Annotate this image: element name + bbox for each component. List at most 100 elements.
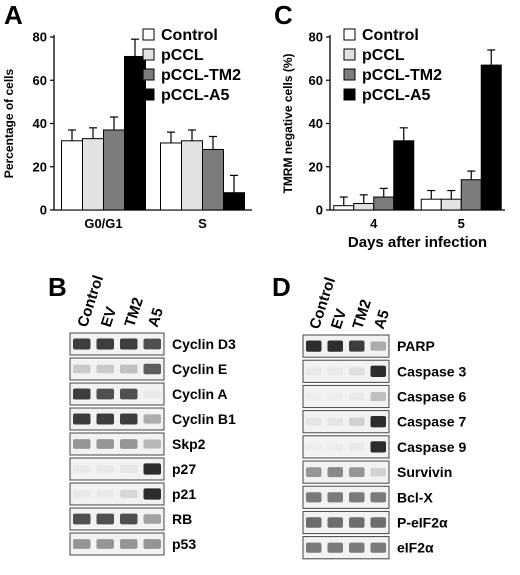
- blot-label: Caspase 6: [397, 389, 466, 405]
- blot-strip: [69, 357, 165, 381]
- legend-swatch: [343, 48, 356, 61]
- legend-swatch: [343, 28, 356, 41]
- blot-band: [327, 367, 343, 376]
- blot-band: [370, 441, 386, 453]
- blot-band: [327, 517, 343, 528]
- blot-band: [120, 513, 138, 525]
- blot-band: [143, 488, 161, 500]
- blot-strip: [302, 410, 390, 434]
- blot-band: [370, 392, 386, 401]
- y-tick-label: 80: [309, 30, 323, 45]
- blot-band: [73, 539, 91, 549]
- bar: [202, 148, 224, 211]
- blot-strip: [69, 482, 165, 506]
- blot-band: [306, 367, 322, 376]
- bar: [160, 142, 182, 211]
- legend-label: Control: [161, 27, 218, 44]
- blot-band: [143, 363, 161, 375]
- bar: [353, 203, 375, 211]
- blot-band: [120, 465, 138, 473]
- blot-strip: [69, 332, 165, 356]
- legend-swatch: [142, 88, 155, 101]
- panel-letter-b: B: [48, 272, 67, 302]
- y-axis-title: TMRM negative cells (%): [281, 53, 295, 193]
- blot-band: [349, 367, 365, 376]
- blot-band: [120, 388, 138, 400]
- blot-band: [96, 539, 114, 549]
- blot-band: [120, 338, 138, 350]
- y-tick-label: 20: [33, 159, 47, 174]
- blot-band: [349, 492, 365, 503]
- blot-band: [120, 539, 138, 549]
- blot-band: [306, 443, 322, 451]
- blot-label: Caspase 9: [397, 439, 466, 455]
- blot-band: [120, 413, 138, 425]
- blot-label: Caspase 3: [397, 363, 466, 379]
- x-tick-label: S: [198, 216, 207, 231]
- bar: [480, 64, 502, 211]
- blot-label: p27: [172, 461, 196, 477]
- blot-band: [370, 416, 386, 428]
- blot-band: [96, 465, 114, 473]
- blot-band: [306, 417, 322, 426]
- blot-label: eIF2α: [397, 540, 434, 556]
- blot-label: p21: [172, 486, 196, 502]
- blot-band: [96, 388, 114, 400]
- blot-strip: [302, 536, 390, 560]
- blot-band: [349, 392, 365, 401]
- blot-band: [143, 514, 161, 524]
- blot-strip: [69, 432, 165, 456]
- blot-strip: [302, 485, 390, 509]
- y-tick-label: 0: [40, 203, 47, 218]
- blot-band: [349, 542, 365, 553]
- blot-band: [73, 490, 91, 498]
- bar: [373, 196, 395, 211]
- bar: [181, 140, 203, 211]
- lane-label: EV: [328, 307, 350, 331]
- bar: [82, 138, 104, 211]
- blot-band: [327, 417, 343, 426]
- blot-label: Caspase 7: [397, 414, 466, 430]
- bar: [440, 198, 462, 211]
- blot-label: Cyclin D3: [172, 336, 236, 352]
- blot-band: [370, 542, 386, 553]
- blot-band: [327, 492, 343, 503]
- blot-band: [327, 340, 343, 352]
- blot-band: [143, 338, 161, 350]
- chart-a: Percentage of cells 0 20 40 60 80 G0/G1 S Contro…: [2, 27, 252, 231]
- y-tick-label: 40: [309, 116, 323, 131]
- lane-label: TM2: [121, 295, 146, 329]
- blot-band: [73, 439, 91, 449]
- blot-label: RB: [172, 511, 192, 527]
- y-axis-title: Percentage of cells: [2, 68, 16, 178]
- blot-band: [349, 517, 365, 528]
- bar: [420, 198, 442, 211]
- lane-label: EV: [98, 305, 120, 329]
- blot-band: [120, 489, 138, 499]
- y-tick-label: 60: [33, 73, 47, 88]
- blot-label: P-eIF2α: [397, 515, 448, 531]
- legend-label: pCCL: [362, 47, 405, 64]
- blot-band: [143, 539, 161, 549]
- blot-label: Bcl-X: [397, 489, 433, 505]
- blot-band: [143, 439, 161, 449]
- blot-band: [73, 388, 91, 400]
- blot-band: [349, 467, 365, 477]
- blot-band: [96, 413, 114, 425]
- blot-band: [370, 492, 386, 503]
- legend-label: pCCL-A5: [362, 87, 431, 104]
- bar: [460, 179, 482, 211]
- blot-band: [73, 413, 91, 425]
- blot-strip: [302, 435, 390, 459]
- blot-label: PARP: [397, 338, 435, 354]
- blot-band: [73, 465, 91, 473]
- blot-band: [96, 364, 114, 374]
- x-tick-label: 4: [370, 216, 378, 231]
- blot-band: [349, 417, 365, 426]
- blot-label: Cyclin E: [172, 361, 227, 377]
- legend-label: pCCL-A5: [161, 87, 230, 104]
- blot-band: [120, 439, 138, 449]
- blot-strip: [302, 460, 390, 484]
- blot-strip: [69, 382, 165, 406]
- x-tick-label: 5: [458, 216, 465, 231]
